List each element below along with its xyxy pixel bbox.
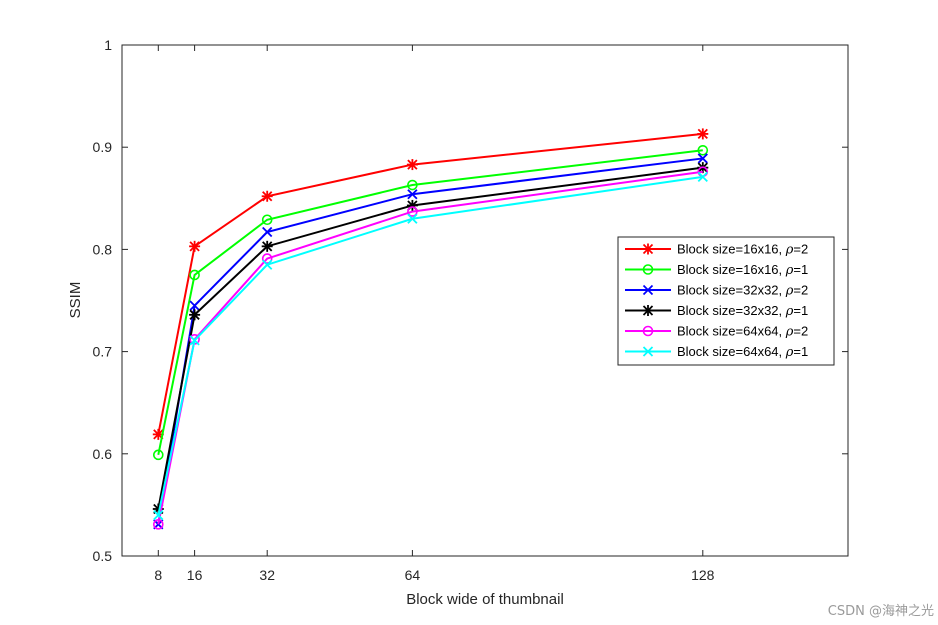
y-tick-label: 0.9 — [93, 139, 113, 155]
data-point — [407, 213, 418, 224]
legend-entry: Block size=16x16, ρ=2 — [625, 242, 808, 258]
data-point — [189, 335, 200, 346]
data-point — [189, 300, 200, 311]
data-point — [189, 269, 200, 281]
legend-label: Block size=32x32, ρ=2 — [677, 283, 808, 299]
data-point — [262, 226, 273, 238]
y-axis-label: SSIM — [67, 282, 84, 319]
legend-entry: Block size=32x32, ρ=1 — [625, 303, 808, 319]
legend-entry: Block size=64x64, ρ=2 — [625, 324, 808, 340]
x-tick-label: 32 — [259, 567, 275, 583]
data-point — [261, 240, 273, 252]
series-2 — [153, 144, 709, 461]
legend-label: Block size=64x64, ρ=2 — [677, 324, 808, 340]
data-point — [697, 171, 708, 182]
x-tick-label: 64 — [405, 567, 421, 583]
x-axis-label: Block wide of thumbnail — [406, 591, 564, 608]
watermark-text: CSDN @海神之光 — [828, 604, 934, 619]
legend-entry: Block size=64x64, ρ=1 — [625, 344, 808, 360]
series-layer — [152, 128, 709, 530]
legend-marker — [642, 243, 654, 255]
data-point — [407, 206, 418, 217]
data-point — [189, 309, 201, 321]
legend-label: Block size=64x64, ρ=1 — [677, 344, 808, 360]
legend-marker — [642, 325, 654, 337]
legend-marker — [642, 346, 654, 357]
x-tick-label: 8 — [154, 567, 162, 583]
legend-label: Block size=16x16, ρ=2 — [677, 242, 808, 258]
data-point — [697, 153, 708, 164]
data-point — [153, 519, 164, 530]
series-6 — [153, 171, 708, 521]
y-tick-label: 0.7 — [93, 344, 113, 360]
data-point — [153, 509, 164, 521]
data-point — [189, 240, 201, 252]
legend-marker — [642, 284, 654, 296]
legend-box — [617, 236, 835, 366]
legend: Block size=16x16, ρ=2 Block size=16x16, ρ… — [617, 236, 835, 366]
data-point — [407, 189, 418, 200]
y-tick-label: 0.8 — [93, 241, 113, 257]
data-point — [261, 253, 273, 264]
data-point — [697, 128, 709, 140]
x-tick-label: 128 — [691, 567, 715, 583]
data-point — [261, 190, 273, 202]
legend-marker — [642, 264, 654, 275]
data-point — [261, 214, 273, 226]
legend-entry: Block size=32x32, ρ=2 — [625, 283, 808, 299]
legend-marker — [642, 305, 654, 316]
legend-label: Block size=32x32, ρ=1 — [677, 303, 808, 319]
data-point — [262, 259, 273, 270]
data-point — [153, 449, 164, 461]
y-tick-label: 0.5 — [93, 548, 113, 564]
series-line — [157, 149, 703, 456]
legend-entry: Block size=16x16, ρ=1 — [625, 262, 808, 278]
axis-ticks: 8 16 32 64 128 0.5 0.6 0.7 0.8 0.9 1 — [93, 37, 848, 583]
data-point — [407, 179, 418, 191]
data-point — [406, 159, 418, 171]
y-tick-label: 1 — [104, 37, 112, 53]
y-tick-label: 0.6 — [93, 446, 113, 462]
data-point — [697, 144, 709, 156]
x-tick-label: 16 — [187, 567, 203, 583]
legend-label: Block size=16x16, ρ=1 — [677, 262, 808, 278]
